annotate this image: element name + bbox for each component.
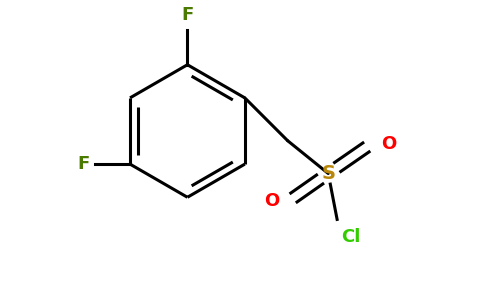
Text: O: O [264,192,279,210]
Text: F: F [182,6,194,24]
Text: F: F [77,155,90,173]
Text: Cl: Cl [342,228,361,246]
Text: O: O [381,135,396,153]
Text: S: S [321,164,335,183]
